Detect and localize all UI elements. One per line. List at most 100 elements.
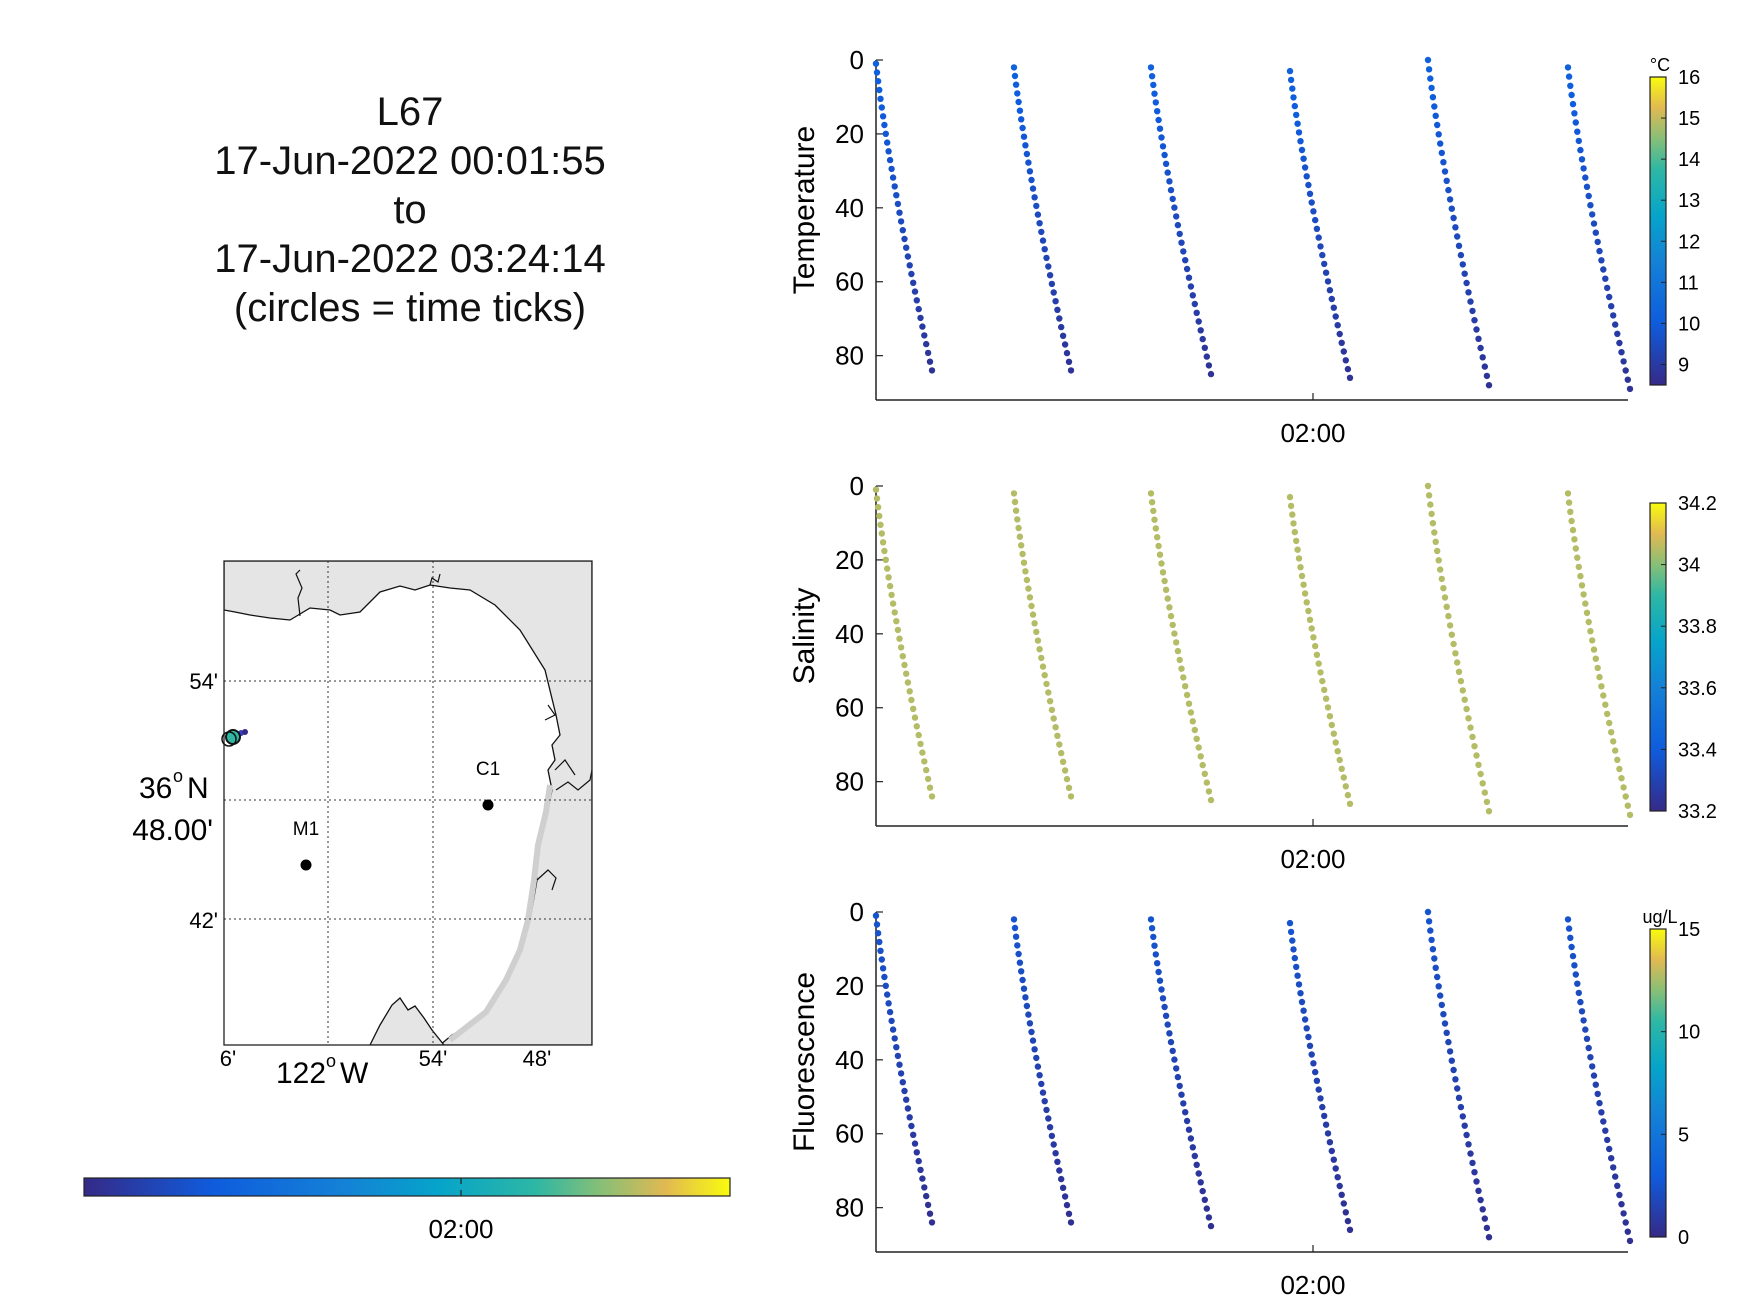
- data-point: [1016, 959, 1024, 966]
- data-point: [1612, 747, 1619, 754]
- y-axis-label: Salinity: [788, 588, 821, 685]
- data-point: [1328, 721, 1336, 729]
- data-point: [921, 758, 928, 765]
- data-point: [1201, 770, 1209, 777]
- map-lon-tick: 54': [419, 1046, 448, 1071]
- data-point: [1016, 107, 1024, 114]
- data-point: [1454, 233, 1461, 240]
- data-point: [1340, 348, 1348, 355]
- data-point: [1026, 594, 1034, 601]
- data-point: [1344, 1217, 1352, 1225]
- y-tick-label: 40: [835, 619, 864, 649]
- y-tick-label: 20: [835, 971, 864, 1001]
- x-tick-label: 02:00: [1280, 418, 1345, 448]
- data-point: [1457, 1103, 1465, 1111]
- map-lon-label: 122 o W: [276, 1051, 369, 1090]
- colorbar-tick-label: 0: [1678, 1227, 1689, 1249]
- data-point: [1011, 72, 1019, 80]
- data-point: [910, 705, 917, 712]
- data-point: [1572, 545, 1580, 552]
- data-point: [1171, 204, 1178, 211]
- data-point: [1178, 1091, 1185, 1098]
- data-point: [1479, 1206, 1486, 1213]
- data-point: [1174, 647, 1182, 655]
- data-point: [1176, 656, 1183, 664]
- data-point: [1152, 951, 1160, 958]
- data-point: [1571, 962, 1578, 969]
- data-point: [1582, 174, 1589, 181]
- data-point: [1297, 138, 1304, 145]
- data-point: [1151, 90, 1158, 97]
- data-point: [1312, 1068, 1319, 1076]
- data-point: [1346, 1226, 1354, 1234]
- data-point: [1063, 1201, 1071, 1209]
- data-point: [897, 644, 905, 651]
- data-point: [888, 1017, 895, 1025]
- data-point: [1590, 1072, 1598, 1079]
- data-point: [886, 156, 894, 164]
- data-point: [1294, 972, 1301, 979]
- y-tick-label: 80: [835, 767, 864, 797]
- data-point: [908, 1122, 915, 1130]
- data-point: [1459, 261, 1467, 268]
- data-point: [1193, 309, 1200, 316]
- data-point: [1207, 370, 1215, 378]
- data-point: [1011, 498, 1019, 506]
- data-point: [897, 218, 905, 225]
- data-point: [1312, 642, 1319, 650]
- data-point: [1324, 278, 1332, 285]
- data-point: [1571, 110, 1578, 117]
- data-point: [1330, 304, 1338, 311]
- data-point: [884, 991, 891, 998]
- data-point: [1608, 303, 1615, 310]
- data-point: [1322, 695, 1330, 702]
- data-point: [891, 183, 898, 190]
- data-point: [1028, 176, 1035, 184]
- data-point: [1185, 700, 1193, 707]
- map-river: [536, 704, 557, 891]
- data-point: [1618, 1201, 1625, 1208]
- data-point: [1578, 156, 1586, 163]
- data-point: [1616, 765, 1623, 773]
- data-point: [1594, 664, 1601, 672]
- data-point: [1614, 330, 1621, 337]
- data-point: [1575, 989, 1583, 997]
- data-point: [1317, 669, 1324, 676]
- profile-panels: 0 20 40 60 80 02:00 Temperature 16 15 14 13 12 11 10 9…: [788, 45, 1717, 1300]
- data-point: [1589, 211, 1596, 218]
- data-point: [1294, 546, 1301, 553]
- data-point: [1023, 576, 1031, 584]
- data-point: [1571, 536, 1578, 543]
- data-point: [1034, 637, 1042, 644]
- data-point: [1176, 1082, 1183, 1090]
- data-point: [923, 340, 930, 348]
- data-point: [888, 165, 895, 173]
- data-point: [1424, 56, 1432, 64]
- data-point: [1150, 507, 1157, 515]
- data-point: [1443, 1029, 1450, 1037]
- data-point: [1028, 602, 1035, 610]
- data-point: [1594, 1090, 1601, 1098]
- data-point: [1435, 557, 1442, 564]
- data-point: [1205, 1214, 1213, 1221]
- data-point: [1033, 1054, 1040, 1062]
- data-point: [1301, 1016, 1309, 1023]
- data-point: [1587, 628, 1594, 635]
- data-point: [1326, 1139, 1334, 1146]
- data-point: [1321, 686, 1328, 694]
- data-point: [1587, 202, 1594, 209]
- data-point: [1598, 257, 1605, 264]
- glider-track: [221, 729, 248, 747]
- data-point: [1054, 732, 1061, 739]
- colorbar-unit: °C: [1650, 55, 1670, 75]
- data-point: [1164, 1021, 1171, 1028]
- data-point: [878, 956, 885, 963]
- data-point: [1467, 1150, 1474, 1157]
- data-point: [1159, 143, 1167, 150]
- x-tick-label: 02:00: [1280, 844, 1345, 874]
- data-point: [872, 486, 880, 493]
- data-point: [889, 1026, 897, 1033]
- data-point: [893, 618, 900, 625]
- data-point: [1580, 1017, 1587, 1024]
- data-point: [1614, 1182, 1621, 1190]
